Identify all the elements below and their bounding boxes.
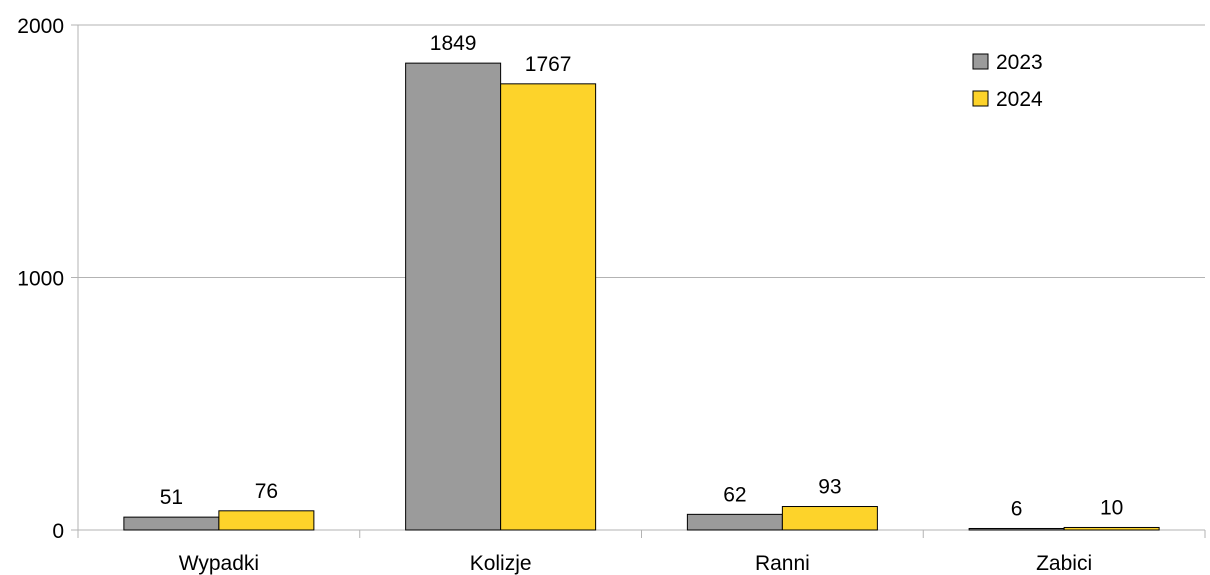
bar (218, 510, 315, 531)
data-label: 76 (255, 480, 278, 503)
gridlines (78, 24, 1205, 278)
x-tick-label: Zabici (1036, 552, 1092, 575)
legend-label: 2023 (996, 51, 1043, 74)
data-label: 62 (723, 483, 746, 506)
y-tick-label: 0 (52, 520, 64, 543)
legend-swatch (972, 90, 989, 107)
bars (123, 62, 1160, 531)
y-tick-label: 2000 (17, 15, 64, 38)
x-tick-label: Kolizje (470, 552, 532, 575)
bar (781, 506, 878, 531)
data-label: 51 (160, 486, 183, 509)
bar (968, 527, 1065, 531)
data-label: 93 (818, 476, 841, 499)
x-tick-label: Ranni (755, 552, 810, 575)
data-label: 6 (1011, 497, 1023, 520)
bar (1063, 526, 1160, 531)
data-label: 10 (1100, 496, 1123, 519)
bar (500, 83, 597, 531)
legend-swatch (972, 53, 989, 70)
data-label: 1767 (525, 53, 572, 76)
y-tick-label: 1000 (17, 268, 64, 291)
bar (123, 516, 220, 531)
legend-label: 2024 (996, 88, 1043, 111)
data-labels: 51 76 1849 1767 62 93 6 10 (160, 32, 1124, 520)
data-label: 1849 (430, 32, 477, 55)
x-tick-label: Wypadki (179, 552, 259, 575)
legend: 2023 2024 (972, 51, 1043, 111)
bar (405, 62, 502, 531)
bar (686, 513, 783, 531)
